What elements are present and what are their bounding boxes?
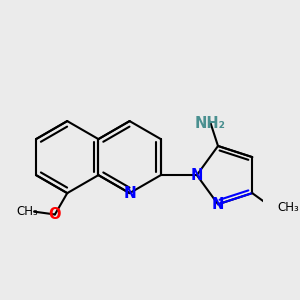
Text: N: N [190,168,203,183]
Text: NH₂: NH₂ [195,116,226,131]
Text: CH₃: CH₃ [16,205,38,218]
Text: N: N [212,197,224,212]
Text: N: N [123,186,136,201]
Text: CH₃: CH₃ [277,201,299,214]
Text: O: O [49,207,61,222]
